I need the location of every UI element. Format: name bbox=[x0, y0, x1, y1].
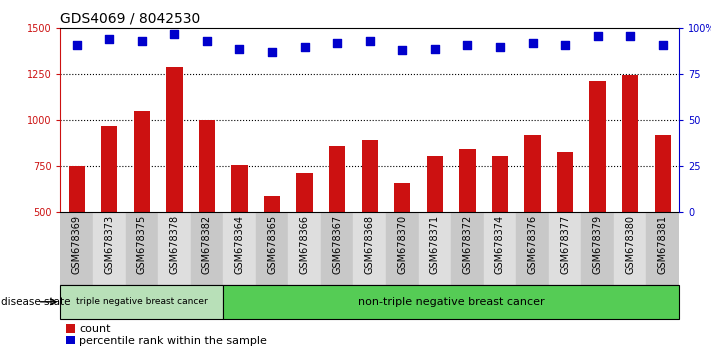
Bar bbox=[329, 146, 346, 304]
Bar bbox=[60, 285, 223, 319]
Bar bbox=[419, 212, 451, 285]
Bar bbox=[557, 152, 573, 304]
Point bbox=[299, 44, 310, 50]
Bar bbox=[492, 156, 508, 304]
Bar bbox=[60, 212, 93, 285]
Text: GSM678376: GSM678376 bbox=[528, 215, 538, 274]
Bar bbox=[353, 212, 386, 285]
Point bbox=[267, 50, 278, 55]
Point bbox=[560, 42, 571, 48]
Point bbox=[136, 38, 147, 44]
Point bbox=[331, 40, 343, 46]
Text: GSM678378: GSM678378 bbox=[169, 215, 179, 274]
Bar bbox=[362, 140, 378, 304]
Bar bbox=[191, 212, 223, 285]
Bar bbox=[549, 212, 582, 285]
Point bbox=[527, 40, 538, 46]
Bar bbox=[394, 183, 410, 304]
Bar bbox=[223, 212, 256, 285]
Bar bbox=[516, 212, 549, 285]
Text: GDS4069 / 8042530: GDS4069 / 8042530 bbox=[60, 12, 201, 26]
Text: GSM678368: GSM678368 bbox=[365, 215, 375, 274]
Bar bbox=[93, 212, 126, 285]
Text: GSM678370: GSM678370 bbox=[397, 215, 407, 274]
Bar bbox=[451, 212, 483, 285]
Bar bbox=[101, 126, 117, 304]
Point bbox=[657, 42, 668, 48]
Bar bbox=[582, 212, 614, 285]
Text: GSM678365: GSM678365 bbox=[267, 215, 277, 274]
Bar bbox=[134, 111, 150, 304]
Text: GSM678382: GSM678382 bbox=[202, 215, 212, 274]
Text: triple negative breast cancer: triple negative breast cancer bbox=[76, 297, 208, 306]
Bar bbox=[223, 285, 679, 319]
Text: GSM678364: GSM678364 bbox=[235, 215, 245, 274]
Bar bbox=[622, 75, 638, 304]
Point bbox=[104, 36, 115, 42]
Point bbox=[234, 46, 245, 51]
Bar bbox=[524, 135, 540, 304]
Text: disease state: disease state bbox=[1, 297, 70, 307]
Text: GSM678369: GSM678369 bbox=[72, 215, 82, 274]
Text: GSM678371: GSM678371 bbox=[430, 215, 440, 274]
Bar bbox=[264, 196, 280, 304]
Bar bbox=[126, 212, 158, 285]
Text: GSM678373: GSM678373 bbox=[105, 215, 114, 274]
Point bbox=[461, 42, 473, 48]
Bar bbox=[614, 212, 646, 285]
Bar bbox=[166, 67, 183, 304]
Bar bbox=[158, 212, 191, 285]
Bar bbox=[296, 173, 313, 304]
Point bbox=[201, 38, 213, 44]
Point bbox=[169, 31, 180, 37]
Text: GSM678367: GSM678367 bbox=[332, 215, 342, 274]
Text: GSM678380: GSM678380 bbox=[625, 215, 635, 274]
Bar bbox=[321, 212, 353, 285]
Bar bbox=[386, 212, 419, 285]
Text: GSM678381: GSM678381 bbox=[658, 215, 668, 274]
Point bbox=[592, 33, 604, 39]
Bar bbox=[655, 135, 671, 304]
Text: GSM678374: GSM678374 bbox=[495, 215, 505, 274]
Text: GSM678377: GSM678377 bbox=[560, 215, 570, 274]
Point bbox=[624, 33, 636, 39]
Legend: count, percentile rank within the sample: count, percentile rank within the sample bbox=[66, 324, 267, 346]
Point bbox=[429, 46, 441, 51]
Bar bbox=[231, 165, 247, 304]
Text: GSM678375: GSM678375 bbox=[137, 215, 147, 274]
Text: GSM678379: GSM678379 bbox=[592, 215, 603, 274]
Text: non-triple negative breast cancer: non-triple negative breast cancer bbox=[358, 297, 545, 307]
Text: GSM678372: GSM678372 bbox=[462, 215, 472, 274]
Bar bbox=[68, 166, 85, 304]
Bar bbox=[646, 212, 679, 285]
Bar bbox=[256, 212, 289, 285]
Bar bbox=[199, 120, 215, 304]
Bar bbox=[289, 212, 321, 285]
Point bbox=[71, 42, 82, 48]
Bar bbox=[589, 81, 606, 304]
Point bbox=[397, 47, 408, 53]
Bar bbox=[483, 212, 516, 285]
Bar bbox=[427, 156, 443, 304]
Point bbox=[364, 38, 375, 44]
Text: GSM678366: GSM678366 bbox=[299, 215, 309, 274]
Bar bbox=[459, 149, 476, 304]
Point bbox=[494, 44, 506, 50]
